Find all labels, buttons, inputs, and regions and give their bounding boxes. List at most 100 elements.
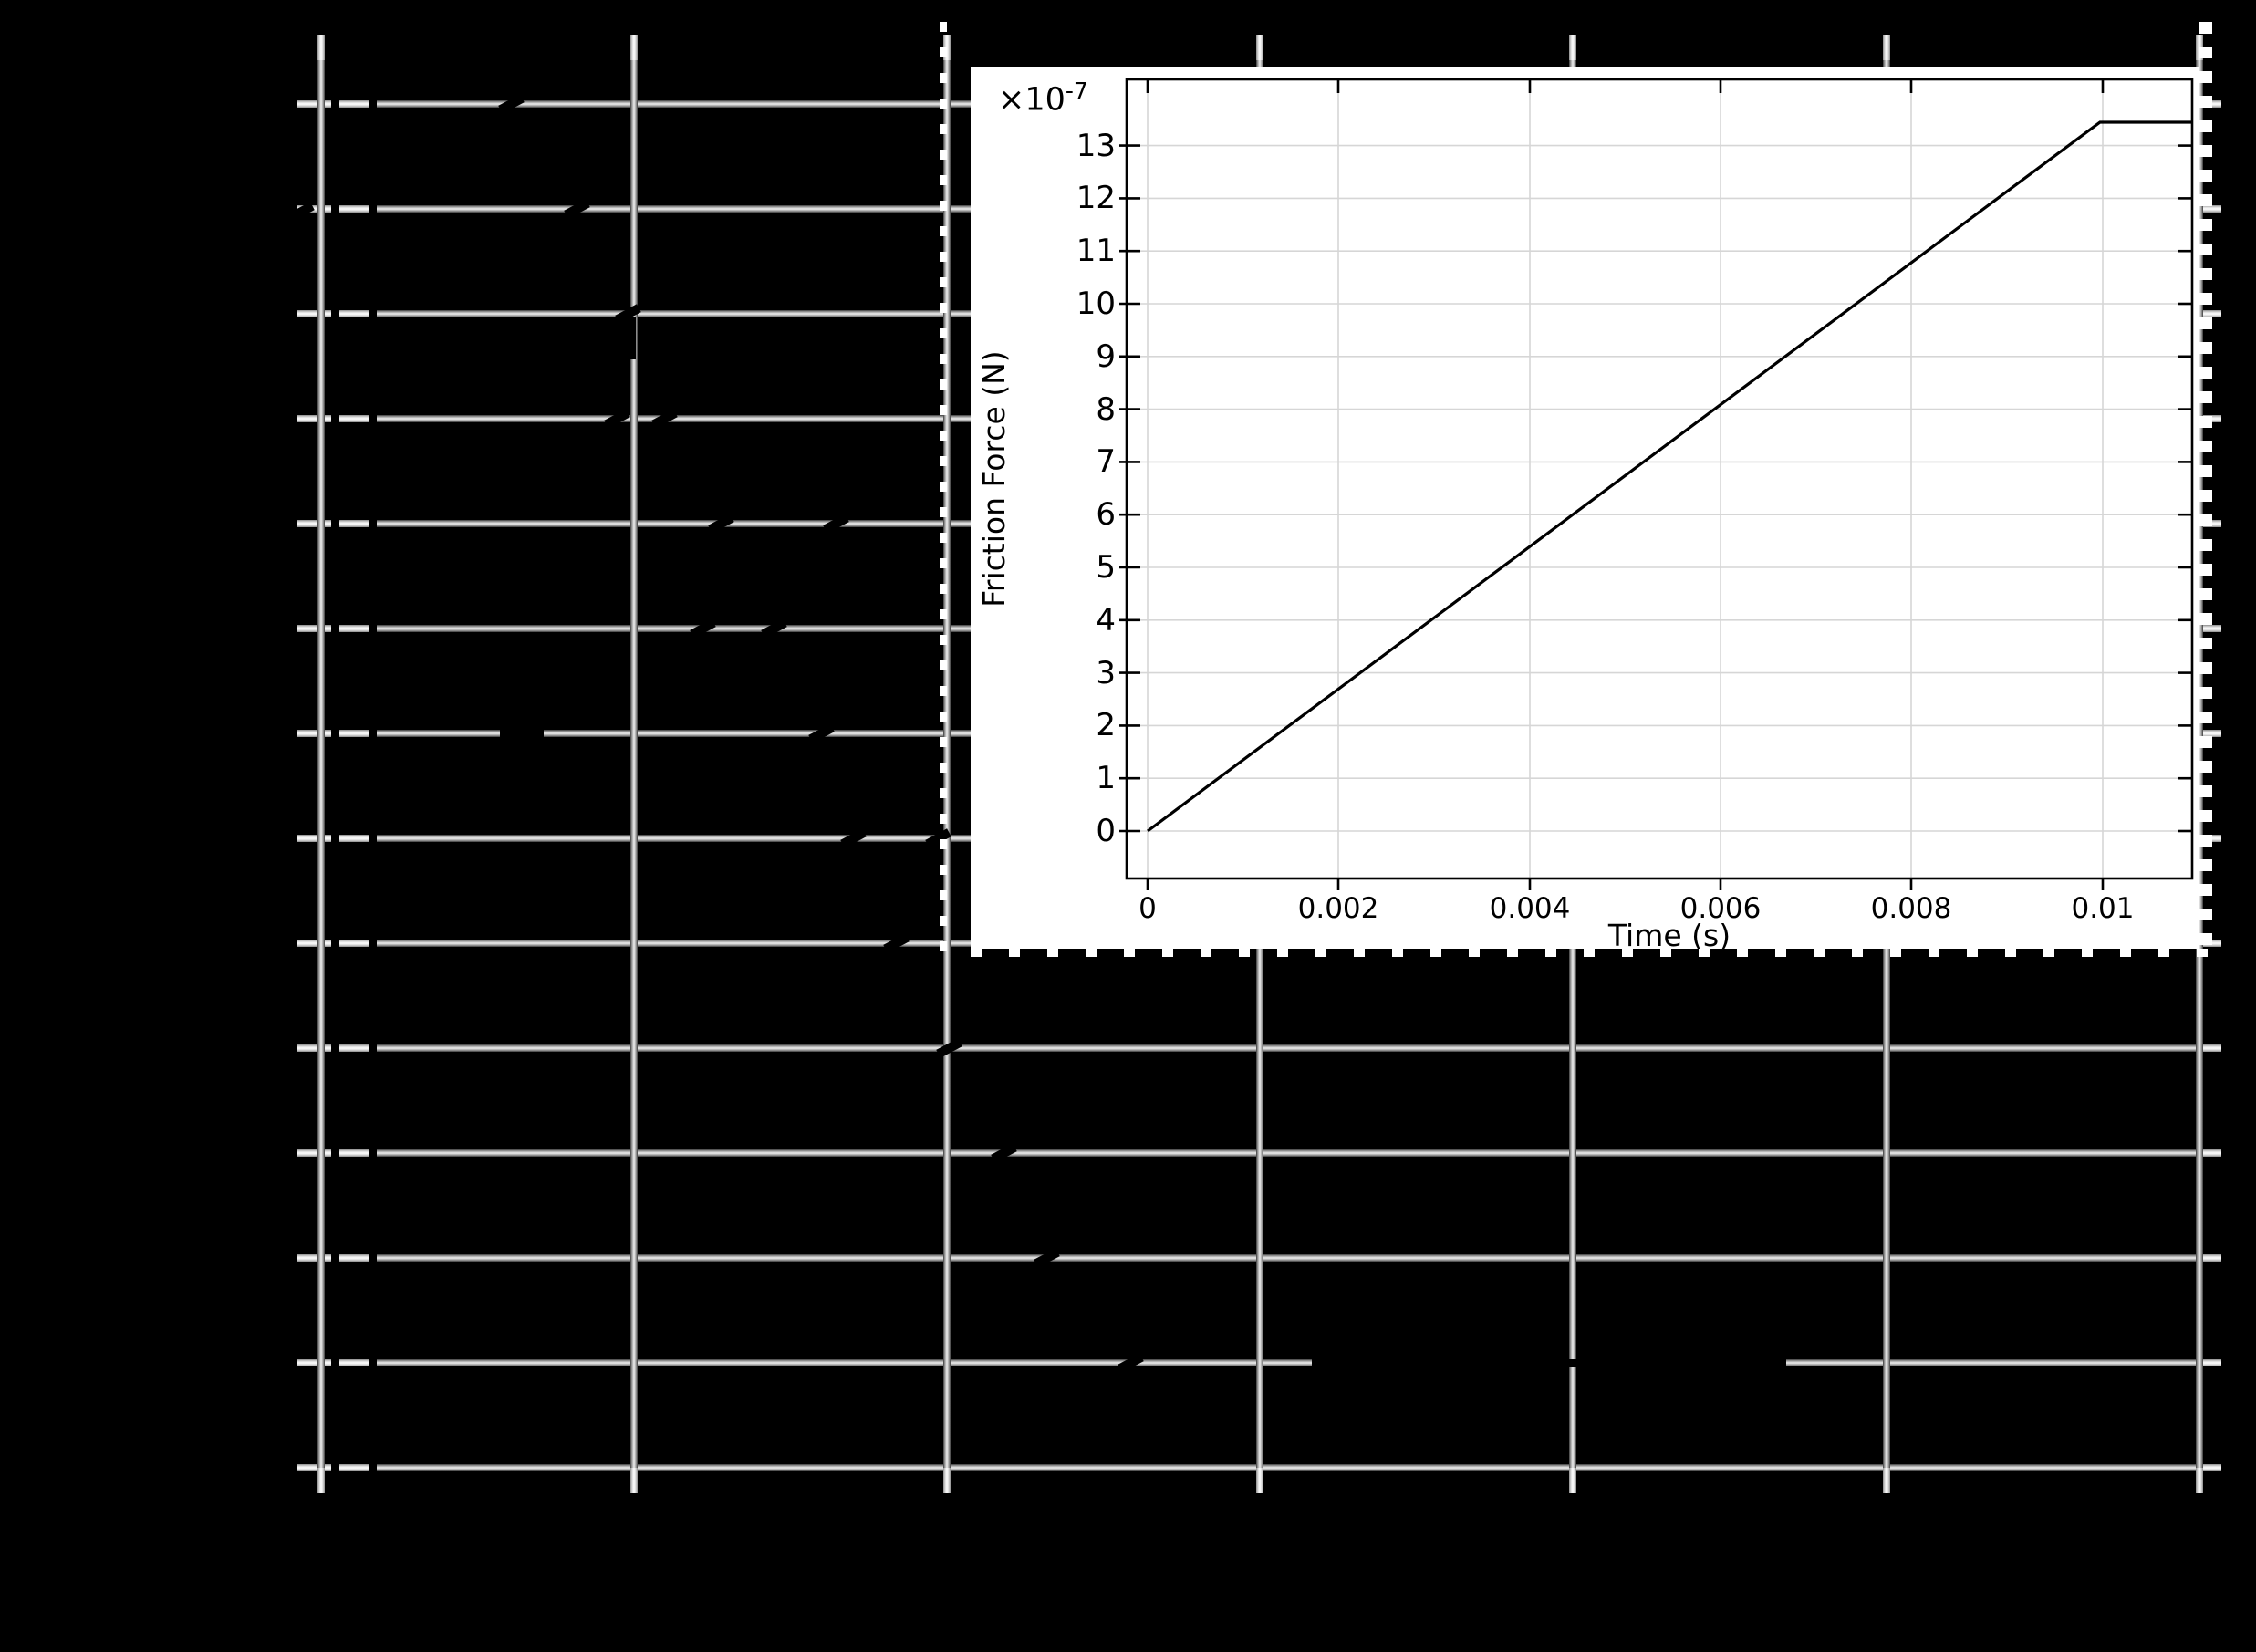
y-scale-exponent: -7 (1065, 78, 1088, 104)
curve-crossing-mark (991, 1143, 1017, 1163)
v-gridline-bottom-tick (317, 1468, 325, 1493)
gridline-notch (369, 1357, 377, 1369)
gridline-notch (369, 413, 377, 425)
v-gridline-top-tick (630, 35, 638, 60)
inset-plot-frame (1125, 78, 2194, 880)
inset-x-tick-label: 0.004 (1489, 892, 1571, 925)
inset-x-tick-label: 0 (1138, 892, 1157, 925)
inset-y-tick-label: 12 (1076, 180, 1116, 217)
gridline-notch (369, 1148, 377, 1159)
gridline-notch (369, 518, 377, 530)
y-scale-base: ×10 (998, 81, 1066, 119)
curve-crossing-mark (1118, 1353, 1144, 1373)
gridline-notch (369, 1043, 377, 1055)
curve-crossing-mark (761, 618, 787, 639)
gridline-notch (369, 1252, 377, 1264)
curve-crossing-mark (883, 933, 910, 953)
gridline-notch (331, 1043, 339, 1055)
v-gridline (317, 35, 325, 1468)
dashed-outline-left (940, 22, 947, 958)
inset-plot-axes (1119, 78, 2194, 890)
curve-tangent-smear (1312, 1359, 1786, 1367)
v-gridline-top-tick (1256, 35, 1263, 60)
inset-y-tick-label: 0 (1096, 813, 1116, 849)
gridline-notch (369, 833, 377, 845)
inset-y-tick-label: 13 (1076, 127, 1116, 164)
gridline-notch (331, 413, 339, 425)
v-gridline-bottom-tick (1883, 1468, 1890, 1493)
v-gridline (630, 35, 638, 1468)
inset-y-tick-label: 2 (1096, 707, 1116, 744)
v-gridline-top-tick (1569, 35, 1576, 60)
inset-x-tick-label: 0.006 (1679, 892, 1762, 925)
h-gridline-right-tick (2197, 1044, 2221, 1052)
curve-crossing-mark (808, 723, 835, 743)
inset-y-tick-label: 9 (1096, 338, 1116, 375)
curve-crossing-mark (708, 514, 734, 534)
y-axis-scale-label: ×10-7 (998, 78, 1088, 119)
curve-crossing-mark (651, 409, 678, 429)
v-gridline-bottom-tick (630, 1468, 638, 1493)
inset-plot: ×10-7 Time (s) Friction Force (N) 0 0.002… (971, 67, 2199, 953)
inset-y-tick-label: 1 (1096, 760, 1116, 797)
gridline-notch (331, 1357, 339, 1369)
inset-y-tick-label: 5 (1096, 549, 1116, 586)
h-gridline (321, 1359, 2221, 1366)
h-gridline (321, 1044, 2221, 1052)
inset-y-tick-label: 6 (1096, 496, 1116, 534)
x-axis-title: Time (s) (1607, 918, 1731, 953)
gridline-notch (369, 99, 377, 110)
gridline-notch (331, 623, 339, 635)
v-gridline-top-tick (317, 35, 325, 60)
v-gridline-bottom-tick (2196, 1468, 2203, 1493)
gridline-notch (331, 99, 339, 110)
v-gridline-top-tick (943, 35, 951, 60)
gridline-notch (331, 1462, 339, 1474)
curve-crossing-mark (564, 199, 590, 219)
inset-y-tick-label: 4 (1096, 601, 1116, 639)
gridline-notch (331, 1252, 339, 1264)
v-gridline-top-tick (1883, 35, 1890, 60)
gridline-notch (369, 728, 377, 740)
curve-crossing-mark (823, 514, 849, 534)
curve-crossing-mark (498, 94, 525, 114)
curve-crossing-mark (1034, 1248, 1060, 1268)
gridline-notch (331, 518, 339, 530)
inset-y-tick-label: 11 (1076, 233, 1116, 270)
v-gridline (943, 35, 951, 1468)
gridline-notch (331, 728, 339, 740)
v-gridline-bottom-tick (943, 1468, 951, 1493)
gridline-notch (331, 308, 339, 320)
curve-vertical-streak (628, 317, 636, 359)
inset-y-tick-label: 8 (1096, 390, 1116, 428)
inset-x-tick-label: 0.002 (1297, 892, 1379, 925)
inset-x-tick-label: 0.01 (2071, 892, 2135, 925)
h-gridline-right-tick (2197, 1254, 2221, 1262)
h-gridline-right-tick (2197, 1149, 2221, 1157)
v-gridline-bottom-tick (1256, 1468, 1263, 1493)
v-gridline-bottom-tick (1569, 1468, 1576, 1493)
dashed-outline-bottom (971, 949, 2212, 957)
gridline-notch (369, 203, 377, 215)
inset-y-tick-label: 7 (1096, 443, 1116, 481)
dashed-outline-right (2199, 22, 2212, 958)
curve-crossing-mark (604, 409, 630, 429)
gridline-notch (331, 938, 339, 950)
curve-tangent-smear (500, 730, 544, 738)
gridline-notch (369, 308, 377, 320)
gridline-notch (369, 1462, 377, 1474)
friction-force-curve (1147, 120, 2192, 833)
h-gridline-right-tick (2197, 1359, 2221, 1366)
gridline-notch (331, 833, 339, 845)
inset-y-tick-label: 3 (1096, 654, 1116, 691)
gridline-notch (369, 623, 377, 635)
gridline-notch (369, 938, 377, 950)
h-gridline-right-tick (2197, 1464, 2221, 1471)
h-gridline (321, 1254, 2221, 1262)
curve-crossing-mark (690, 618, 716, 639)
h-gridline (321, 1149, 2221, 1157)
inset-y-tick-label: 10 (1076, 286, 1116, 322)
gridline-notch (331, 1148, 339, 1159)
inset-x-tick-label: 0.008 (1870, 892, 1952, 925)
